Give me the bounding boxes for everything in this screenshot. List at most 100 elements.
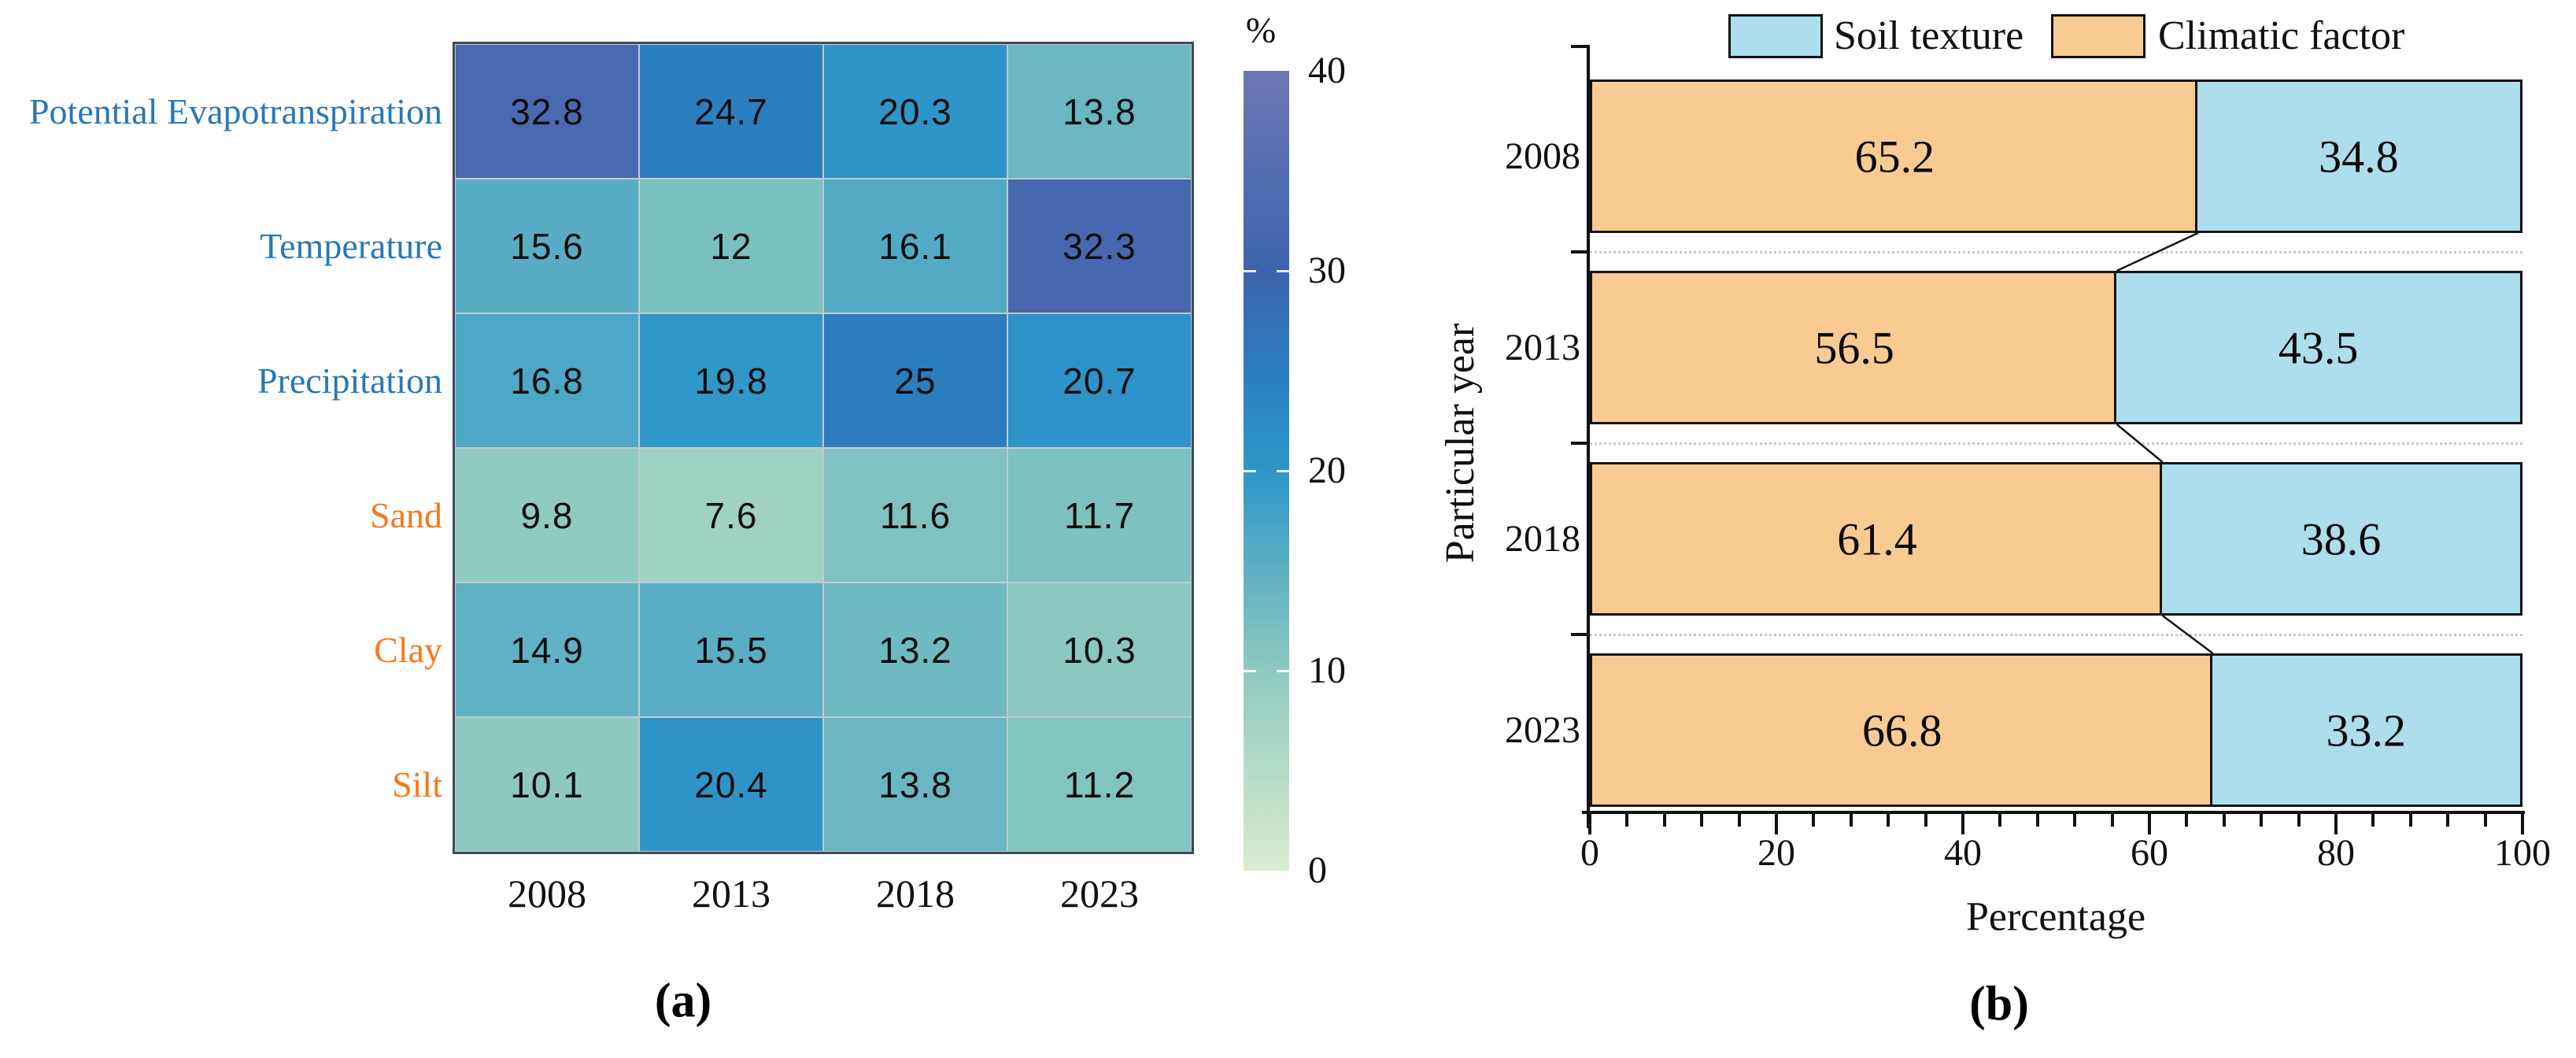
- x-axis-minor-tick: [2035, 814, 2039, 827]
- caption-a: (a): [654, 974, 712, 1028]
- x-axis-minor-tick: [2185, 814, 2189, 827]
- y-tick-label-year: 2013: [1505, 326, 1580, 368]
- x-axis-minor-tick: [2408, 814, 2412, 827]
- heatmap-column-label: 2008: [508, 871, 586, 916]
- heatmap-cell-value: 10.3: [1063, 629, 1136, 671]
- bar-segment-climatic: [1592, 656, 2212, 805]
- heatmap-cell-value: 11.2: [1063, 764, 1136, 805]
- heatmap-cell-value: 13.8: [1063, 91, 1136, 132]
- heatmap-cell-value: 12: [710, 225, 752, 267]
- legend-swatch-climatic-factor: [2051, 14, 2145, 58]
- x-axis-minor-tick: [2297, 814, 2301, 827]
- stacked-bar: 66.8 33.2: [1590, 653, 2522, 807]
- x-tick-label: 100: [2494, 832, 2551, 874]
- stacked-bar: 61.4 38.6: [1590, 462, 2522, 616]
- stacked-bar: 65.2 34.8: [1590, 80, 2522, 233]
- y-axis-tick: [1571, 633, 1590, 636]
- heatmap-row-label: Clay: [374, 630, 442, 670]
- heatmap-row-label: Temperature: [260, 226, 442, 266]
- x-axis-major-tick: [2148, 814, 2151, 834]
- x-axis-title: Percentage: [1965, 894, 2146, 940]
- bar-value-climatic: 65.2: [1854, 131, 1935, 182]
- bar-value-climatic: 56.5: [1814, 322, 1894, 373]
- heatmap-cell-value: 32.3: [1063, 225, 1136, 267]
- x-axis-minor-tick: [1812, 814, 1816, 827]
- colorbar-tick-label: 20: [1308, 449, 1346, 491]
- bar-segment-climatic: [1592, 82, 2197, 231]
- heatmap-cell-value: 32.8: [510, 91, 584, 132]
- colorbar-tick-notch: [1244, 470, 1256, 472]
- heatmap-cell: 32.3: [1007, 179, 1192, 313]
- heatmap-cell: 14.9: [455, 583, 639, 717]
- heatmap-column-label: 2013: [692, 871, 771, 916]
- heatmap-cell: 13.8: [1007, 44, 1192, 179]
- x-axis-minor-tick: [1887, 814, 1890, 827]
- colorbar-tick-notch: [1244, 670, 1256, 672]
- heatmap-cell-value: 11.6: [879, 494, 952, 536]
- heatmap-cell: 9.8: [455, 448, 639, 583]
- heatmap-cell-value: 20.7: [1063, 360, 1136, 401]
- x-tick-label: 40: [1944, 832, 1982, 874]
- heatmap-cell-value: 16.1: [878, 225, 952, 267]
- heatmap-cell: 15.6: [455, 179, 639, 313]
- heatmap-row-label: Silt: [392, 764, 442, 805]
- colorbar-tick-label: 40: [1308, 50, 1346, 91]
- x-axis-line: [1582, 811, 2525, 814]
- x-axis-major-tick: [1961, 814, 1964, 834]
- x-axis-minor-tick: [1662, 814, 1666, 827]
- x-axis-minor-tick: [1700, 814, 1704, 827]
- heatmap-cell-value: 16.8: [510, 360, 584, 401]
- caption-b: (b): [1969, 977, 2029, 1031]
- heatmap-cell: 12: [639, 179, 823, 313]
- heatmap-cell-value: 14.9: [510, 629, 584, 671]
- heatmap-cell-value: 10.1: [510, 764, 584, 805]
- heatmap-cell: 24.7: [639, 44, 823, 179]
- x-axis-major-tick: [2521, 814, 2524, 834]
- colorbar-tick-label: 10: [1308, 649, 1346, 691]
- heatmap-cell: 11.6: [823, 448, 1007, 583]
- heatmap-cell-value: 11.7: [1063, 494, 1136, 536]
- legend-label-climatic-factor: Climatic factor: [2158, 13, 2405, 58]
- heatmap-cell-value: 9.8: [520, 494, 574, 536]
- x-tick-label: 20: [1757, 832, 1795, 874]
- x-axis-minor-tick: [2483, 814, 2487, 827]
- heatmap-row-label: Potential Evapotranspiration: [28, 91, 442, 131]
- heatmap-column-label: 2023: [1060, 871, 1139, 916]
- y-axis-tick: [1571, 45, 1590, 48]
- heatmap-cell-value: 24.7: [694, 91, 768, 132]
- heatmap-cell: 11.7: [1007, 448, 1192, 583]
- bar-value-soil: 38.6: [2301, 513, 2382, 564]
- x-axis-minor-tick: [2110, 814, 2114, 827]
- heatmap-cell: 13.8: [823, 717, 1007, 852]
- bar-segment-climatic: [1592, 273, 2117, 422]
- colorbar-tick-notch: [1244, 270, 1256, 272]
- colorbar-tick-label: 30: [1308, 250, 1346, 291]
- colorbar-tick-notch: [1277, 470, 1289, 472]
- heatmap-cell-value: 7.6: [704, 494, 758, 536]
- legend-swatch-soil-texture: [1728, 14, 1823, 58]
- x-axis-minor-tick: [2446, 814, 2450, 827]
- heatmap-cell-value: 20.4: [694, 764, 768, 805]
- bar-value-climatic: 61.4: [1837, 513, 1917, 564]
- y-tick-label-year: 2018: [1505, 517, 1580, 560]
- heatmap-cell: 13.2: [823, 583, 1007, 717]
- heatmap-cell: 20.3: [823, 44, 1007, 179]
- heatmap-cell: 16.8: [455, 313, 639, 448]
- x-axis-minor-tick: [1998, 814, 2002, 827]
- x-axis-minor-tick: [2073, 814, 2077, 827]
- heatmap-cell: 11.2: [1007, 717, 1192, 852]
- bar-gap-dotted-line: [1590, 251, 2522, 253]
- heatmap-column-label: 2018: [876, 871, 955, 916]
- x-axis-major-tick: [1588, 814, 1591, 834]
- colorbar-tick-notch: [1277, 270, 1289, 272]
- x-tick-label: 0: [1580, 832, 1599, 874]
- heatmap-cell-value: 13.8: [878, 764, 952, 805]
- y-tick-label-year: 2008: [1505, 135, 1580, 177]
- heatmap-cell: 20.4: [639, 717, 823, 852]
- heatmap-cell: 25: [823, 313, 1007, 448]
- colorbar-tick-notch: [1277, 670, 1289, 672]
- x-axis-minor-tick: [1625, 814, 1629, 827]
- x-axis-minor-tick: [1737, 814, 1741, 827]
- bar-value-soil: 33.2: [2326, 705, 2407, 756]
- heatmap-row-label: Precipitation: [257, 361, 442, 401]
